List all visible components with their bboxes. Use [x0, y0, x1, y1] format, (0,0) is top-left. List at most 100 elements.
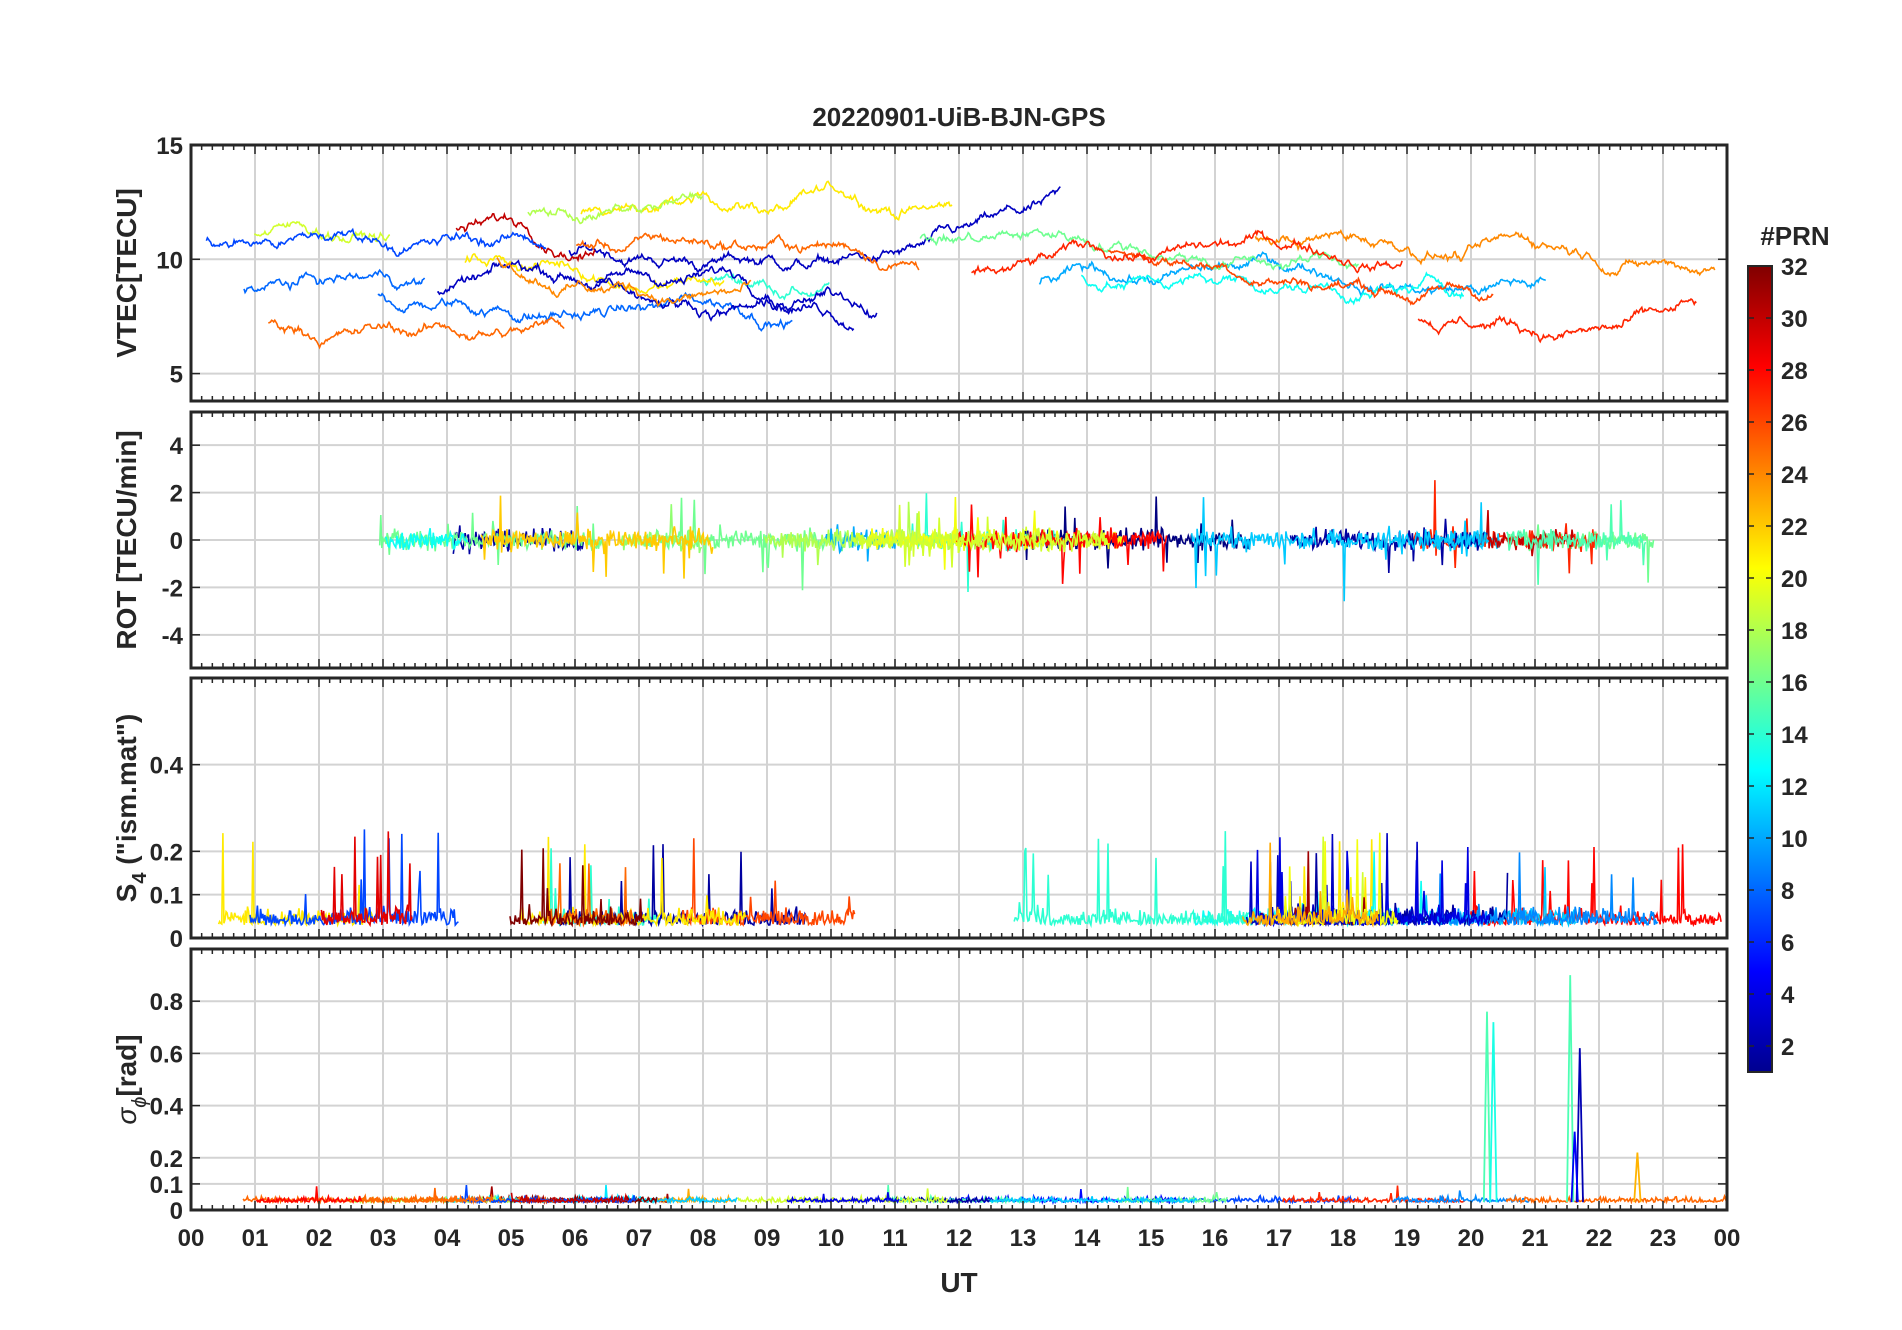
y-axis-label: σϕ[rad]	[111, 1034, 151, 1124]
colorbar-tick-label: 32	[1781, 254, 1808, 281]
y-label-main: S	[111, 884, 142, 903]
colorbar-tick-label: 6	[1781, 930, 1794, 957]
y-tick-label: 2	[170, 481, 183, 508]
y-tick-label: 15	[156, 133, 183, 160]
trace-prn	[377, 291, 793, 332]
y-tick-label: 0.1	[150, 883, 183, 910]
trace-group	[205, 180, 1716, 350]
trace-prn	[1326, 502, 1490, 602]
tick-marks	[190, 678, 1728, 939]
y-tick-label: 0.8	[150, 989, 183, 1016]
x-tick-label: 01	[242, 1225, 269, 1252]
trace-prn	[852, 504, 1108, 568]
y-label-sub: ϕ	[129, 1097, 151, 1108]
trace-group	[217, 829, 1722, 929]
x-tick-label: 06	[562, 1225, 589, 1252]
trace-spike	[1575, 1048, 1584, 1203]
y-tick-label: 0.2	[150, 1146, 183, 1173]
x-tick-label: 11	[882, 1225, 907, 1252]
y-axis-label: S4 ("ism.mat")	[111, 714, 151, 903]
colorbar-tick-label: 26	[1781, 410, 1808, 437]
colorbar-tick-label: 30	[1781, 306, 1808, 333]
y-tick-label: 0	[170, 528, 183, 555]
x-tick-label: 00	[178, 1225, 205, 1252]
trace-prn	[527, 191, 703, 225]
trace-group	[378, 480, 1655, 602]
trace-group	[242, 975, 1727, 1206]
tick-marks	[190, 144, 1728, 401]
colorbar-tick-label: 24	[1781, 462, 1808, 489]
chart-title: 20220901-UiB-BJN-GPS	[812, 102, 1105, 132]
y-tick-label: 4	[170, 433, 184, 460]
panel-1: 5 10 15 VTEC[TECU]	[111, 133, 1729, 403]
trace-prn	[1417, 297, 1697, 344]
y-tick-label: 0.4	[150, 1094, 184, 1121]
trace-prn	[580, 180, 953, 221]
trace-prn	[575, 232, 920, 272]
grid	[190, 949, 1728, 1211]
x-tick-label: 03	[370, 1225, 397, 1252]
trace-prn	[989, 1194, 1198, 1206]
trace-prn	[1241, 842, 1379, 928]
x-tick-label: 10	[818, 1225, 845, 1252]
trace-prn	[1107, 249, 1494, 306]
x-tick-label: 17	[1266, 1225, 1293, 1252]
x-tick-label: 14	[1074, 1225, 1101, 1252]
trace-prn	[496, 257, 752, 308]
x-tick-label: 23	[1650, 1225, 1677, 1252]
x-tick-label: 19	[1394, 1225, 1421, 1252]
panel-4: 00.10.2 0.4 0.6 0.8 σϕ[rad] 00 01 02 03 04 05 06 07 0…	[111, 947, 1741, 1252]
trace-prn	[205, 227, 547, 257]
y-axis-label: VTEC[TECU]	[111, 188, 142, 358]
x-tick-label: 08	[690, 1225, 717, 1252]
colorbar-tick-label: 10	[1781, 826, 1808, 853]
colorbar-tick-label: 8	[1781, 878, 1794, 905]
x-tick-label: 20	[1458, 1225, 1485, 1252]
x-tick-label: 04	[434, 1225, 461, 1252]
panel-2: -4 -2 0 2 4 ROT [TECU/min]	[111, 410, 1729, 670]
colorbar-tick-label: 18	[1781, 618, 1808, 645]
trace-prn	[1013, 831, 1265, 929]
trace-spike	[1482, 1011, 1492, 1203]
trace-spike	[1566, 975, 1575, 1203]
y-label-sigma: σ	[111, 1107, 142, 1125]
y-tick-label: 0.4	[150, 753, 184, 780]
trace-spike	[1570, 1131, 1579, 1203]
y-tick-label: 0	[170, 1198, 183, 1225]
trace-prn	[1505, 1193, 1727, 1205]
trace-prn	[651, 1195, 738, 1205]
x-tick-label: 18	[1330, 1225, 1357, 1252]
trace-prn	[786, 1192, 900, 1205]
colorbar-tick-label: 14	[1781, 722, 1808, 749]
trace-prn	[243, 268, 426, 295]
trace-prn	[1080, 271, 1465, 306]
colorbar-tick-label: 12	[1781, 774, 1808, 801]
x-tick-label: 02	[306, 1225, 333, 1252]
trace-prn	[971, 229, 1403, 276]
x-tick-label: 16	[1202, 1225, 1229, 1252]
trace-prn	[480, 495, 714, 579]
x-tick-label: 13	[1010, 1225, 1037, 1252]
y-tick-label: -4	[162, 623, 184, 650]
colorbar-gradient	[1747, 265, 1773, 1073]
trace-spike	[1489, 1022, 1498, 1203]
y-tick-label: 0.1	[150, 1172, 183, 1199]
trace-prn	[699, 272, 830, 301]
tick-marks	[190, 949, 1728, 1211]
colorbar-label: #PRN	[1760, 221, 1829, 251]
y-tick-label: 0.6	[150, 1041, 183, 1068]
y-tick-label: 0	[170, 926, 183, 953]
trace-spike	[1633, 1152, 1642, 1203]
trace-prn	[455, 211, 596, 263]
x-tick-label: 22	[1586, 1225, 1613, 1252]
trace-prn	[595, 277, 878, 323]
x-tick-label: 00	[1714, 1225, 1741, 1252]
trace-prn	[510, 1192, 629, 1205]
colorbar-tick-label: 4	[1781, 982, 1795, 1009]
trace-prn	[384, 528, 468, 551]
y-tick-label: -2	[162, 575, 183, 602]
trace-prn	[1190, 497, 1317, 589]
colorbar-tick-label: 22	[1781, 514, 1808, 541]
trace-prn	[956, 504, 1168, 584]
